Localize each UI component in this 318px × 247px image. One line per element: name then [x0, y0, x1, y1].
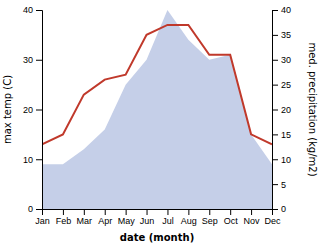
tick-label: 40 — [23, 5, 33, 15]
tick-label: Feb — [56, 216, 72, 226]
tick-label: Jan — [35, 216, 50, 226]
tick-label: 35 — [281, 30, 291, 40]
tick-mark — [272, 10, 278, 11]
tick-mark — [147, 209, 148, 215]
tick: Oct — [224, 209, 239, 226]
tick-label: Mar — [77, 216, 93, 226]
tick: Jul — [162, 209, 174, 226]
tick: Aug — [181, 209, 197, 226]
x-axis: Jan Feb Mar Apr May Jun Jul Aug Sep Oct NovDec — [35, 209, 281, 226]
tick-label: 0 — [28, 204, 33, 214]
tick: 20 — [272, 105, 291, 115]
x-axis-title: date (month) — [120, 232, 194, 243]
tick-label: May — [118, 216, 136, 226]
tick-mark — [272, 209, 278, 210]
tick-label: Jul — [162, 216, 174, 226]
tick-label: 10 — [23, 155, 33, 165]
axis-line — [43, 210, 273, 216]
tick: 30 — [272, 55, 291, 65]
tick: Sep — [202, 209, 218, 226]
y2-axis: 0 5 10 15 20 25 30 35 40 — [272, 5, 291, 214]
tick-mark — [36, 159, 42, 160]
tick: Apr — [98, 209, 112, 226]
y-axis: 0 10 20 30 40 — [23, 5, 43, 214]
tick-label: 10 — [281, 155, 291, 165]
tick-label: Apr — [98, 216, 112, 226]
tick-label: Oct — [224, 216, 239, 226]
chart: JanFebMarAprMayJunJulAugSepOctNovDec0102… — [0, 0, 318, 247]
tick-label: 30 — [23, 55, 33, 65]
tick-label: 5 — [281, 180, 286, 190]
tick-mark — [272, 35, 278, 36]
precipitation-area — [42, 10, 272, 209]
tick-mark — [188, 209, 189, 215]
tick-label: Aug — [181, 216, 197, 226]
tick: 10 — [23, 155, 42, 165]
tick-label: Jun — [140, 216, 155, 226]
tick-mark — [126, 209, 127, 215]
tick: 25 — [272, 80, 291, 90]
tick: Nov — [244, 209, 261, 226]
tick-label: 20 — [23, 105, 33, 115]
tick-mark — [63, 209, 64, 215]
tick-label: 25 — [281, 80, 291, 90]
marks — [42, 10, 272, 209]
tick-label: 15 — [281, 130, 291, 140]
tick-mark — [272, 184, 278, 185]
tick-label: Nov — [244, 216, 261, 226]
tick-label: 40 — [281, 5, 291, 15]
y-axis-title: max temp (C) — [2, 75, 13, 144]
tick: 40 — [23, 5, 42, 15]
tick-label: 0 — [281, 204, 286, 214]
tick: 40 — [272, 5, 291, 15]
tick-mark — [209, 209, 210, 215]
tick: Jun — [140, 209, 155, 226]
tick: 0 — [28, 204, 42, 214]
tick: Feb — [56, 209, 72, 226]
tick: Jan — [35, 209, 50, 226]
tick-mark — [272, 85, 278, 86]
tick-mark — [36, 60, 42, 61]
tick: Mar — [77, 209, 93, 226]
tick-mark — [230, 209, 231, 215]
tick-mark — [36, 110, 42, 111]
tick: 10 — [272, 155, 291, 165]
tick-label: 20 — [281, 105, 291, 115]
tick: 15 — [272, 130, 291, 140]
tick-mark — [84, 209, 85, 215]
tick-mark — [272, 134, 278, 135]
tick: 0 — [272, 204, 286, 214]
tick-mark — [36, 209, 42, 210]
tick-label: 30 — [281, 55, 291, 65]
tick-mark — [272, 110, 278, 111]
tick-label: Sep — [202, 216, 218, 226]
tick: 5 — [272, 180, 286, 190]
y2-axis-title: med. precipitation (kg/m2) — [307, 42, 318, 176]
tick-mark — [167, 209, 168, 215]
tick-mark — [272, 159, 278, 160]
tick: 35 — [272, 30, 291, 40]
tick: 30 — [23, 55, 42, 65]
tick: May — [118, 209, 136, 226]
tick-mark — [251, 209, 252, 215]
tick-mark — [36, 10, 42, 11]
tick-label: Dec — [264, 216, 281, 226]
tick: 20 — [23, 105, 42, 115]
tick-mark — [272, 60, 278, 61]
axis-line — [36, 11, 43, 210]
tick-mark — [105, 209, 106, 215]
temperature-line — [42, 25, 272, 144]
tick: Dec — [264, 209, 281, 226]
plot-area: JanFebMarAprMayJunJulAugSepOctNovDec0102… — [23, 5, 291, 226]
axis-line — [273, 11, 279, 210]
